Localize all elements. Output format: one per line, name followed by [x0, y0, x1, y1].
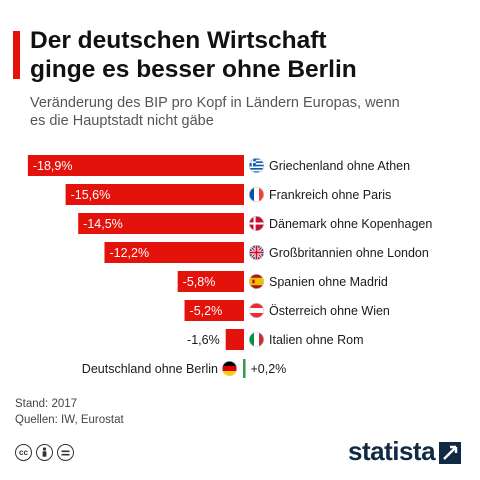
no-derivatives-icon[interactable]: [57, 444, 74, 461]
logo-wordmark: statista: [348, 436, 436, 466]
chart-title-line-2: ginge es besser ohne Berlin: [30, 56, 357, 83]
bar-row: -1,6% Italien ohne Rom: [187, 329, 364, 350]
value-label: -18,9%: [33, 159, 73, 173]
bar-row: -12,2% Großbritannien ohne London: [104, 242, 429, 263]
bar-row: -18,9% Griechenland ohne Athen: [27, 155, 410, 176]
value-label: -15,6%: [71, 188, 111, 202]
category-label: Deutschland ohne Berlin: [82, 362, 218, 376]
statista-logo[interactable]: statista: [348, 436, 462, 467]
logo-mark-icon: [439, 441, 462, 464]
bar: [104, 242, 244, 263]
bar-row: -5,8% Spanien ohne Madrid: [177, 271, 388, 292]
bar-row: Deutschland ohne Berlin +0,2%: [82, 359, 287, 378]
source-date: Stand: 2017: [15, 398, 78, 410]
value-label: -12,2%: [109, 246, 149, 260]
flag-uk-icon: [249, 245, 265, 261]
chart-subtitle-line-2: es die Hauptstadt nicht gäbe: [30, 113, 214, 129]
attribution-icon[interactable]: [36, 444, 53, 461]
flag-greece-icon: [249, 158, 265, 173]
category-label: Griechenland ohne Athen: [269, 159, 410, 173]
value-label: +0,2%: [251, 362, 287, 376]
source-note: Quellen: IW, Eurostat: [15, 414, 124, 426]
flag-spain-icon: [249, 274, 265, 290]
bar-row: -5,2% Österreich ohne Wien: [184, 300, 390, 321]
bar: [184, 300, 244, 321]
bar: [78, 213, 244, 234]
bar: [65, 184, 244, 205]
category-label: Italien ohne Rom: [269, 333, 364, 347]
bar-chart: -18,9% Griechenland ohne Athen -15,6% Frank…: [27, 155, 432, 378]
flag-italy-icon: [249, 332, 265, 348]
license-icons: cc: [15, 444, 74, 461]
chart-subtitle: Veränderung des BIP pro Kopf in Ländern …: [30, 94, 470, 130]
bar: [177, 271, 244, 292]
flag-austria-icon: [249, 303, 265, 319]
value-label: -14,5%: [83, 217, 123, 231]
chart-subtitle-line-1: Veränderung des BIP pro Kopf in Ländern …: [30, 95, 400, 111]
flag-denmark-icon: [249, 216, 265, 232]
bar: [243, 359, 246, 378]
chart-title-line-1: Der deutschen Wirtschaft: [30, 27, 327, 54]
category-label: Frankreich ohne Paris: [269, 188, 391, 202]
bar-row: -14,5% Dänemark ohne Kopenhagen: [78, 213, 432, 234]
flag-france-icon: [249, 186, 265, 202]
flag-germany-icon: [222, 361, 238, 377]
bar: [27, 155, 244, 176]
category-label: Großbritannien ohne London: [269, 246, 429, 260]
value-label: -5,2%: [190, 304, 223, 318]
category-label: Dänemark ohne Kopenhagen: [269, 217, 432, 231]
cc-icon[interactable]: cc: [15, 444, 32, 461]
title-accent-bar: [13, 31, 20, 79]
bar-row: -15,6% Frankreich ohne Paris: [65, 184, 391, 205]
chart-title: Der deutschen Wirtschaft ginge es besser…: [30, 26, 470, 84]
value-label: -5,8%: [183, 275, 216, 289]
value-label: -1,6%: [187, 333, 220, 347]
category-label: Österreich ohne Wien: [269, 304, 390, 318]
category-label: Spanien ohne Madrid: [269, 275, 388, 289]
bar: [225, 329, 244, 350]
